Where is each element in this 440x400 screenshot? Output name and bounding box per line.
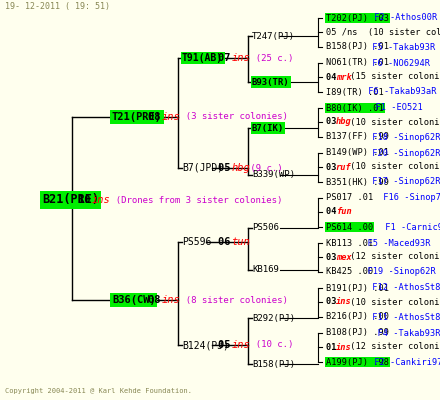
Text: B191(PJ) .01: B191(PJ) .01 <box>326 284 389 292</box>
Text: F19 -Sinop62R: F19 -Sinop62R <box>357 268 436 276</box>
Text: 06: 06 <box>218 237 237 247</box>
Text: hbg: hbg <box>336 118 352 126</box>
Text: 05 /ns  (10 sister colonies): 05 /ns (10 sister colonies) <box>326 28 440 36</box>
Text: ins: ins <box>161 112 180 122</box>
Text: 03: 03 <box>326 162 342 172</box>
Text: B339(WP): B339(WP) <box>252 170 295 180</box>
Text: (10 sister colonies): (10 sister colonies) <box>345 298 440 306</box>
Text: PS614 .00: PS614 .00 <box>326 222 373 232</box>
Text: ins: ins <box>336 342 352 352</box>
Text: B292(PJ): B292(PJ) <box>252 314 295 322</box>
Text: 10: 10 <box>78 195 97 205</box>
Text: 04: 04 <box>326 72 342 82</box>
Text: 03: 03 <box>326 298 342 306</box>
Text: F16 -Sinop72R: F16 -Sinop72R <box>357 194 440 202</box>
Text: F18 -Sinop62R: F18 -Sinop62R <box>367 132 440 142</box>
Text: T21(PRE): T21(PRE) <box>112 112 162 122</box>
Text: (9 c.): (9 c.) <box>245 164 282 172</box>
Text: 03: 03 <box>326 252 342 262</box>
Text: 01: 01 <box>326 342 342 352</box>
Text: 05: 05 <box>218 163 237 173</box>
Text: F2 -Cankiri97Q: F2 -Cankiri97Q <box>369 358 440 366</box>
Text: ins: ins <box>231 340 250 350</box>
Text: T247(PJ): T247(PJ) <box>252 32 295 40</box>
Text: KB169: KB169 <box>252 266 279 274</box>
Text: B351(HK) .99: B351(HK) .99 <box>326 178 389 186</box>
Text: 07: 07 <box>218 53 237 63</box>
Text: 08: 08 <box>148 295 167 305</box>
Text: hbg: hbg <box>231 163 250 173</box>
Text: B36(CW): B36(CW) <box>112 295 156 305</box>
Text: (Drones from 3 sister colonies): (Drones from 3 sister colonies) <box>105 196 282 204</box>
Text: ruf: ruf <box>336 162 352 172</box>
Text: F1 -Carnic99R: F1 -Carnic99R <box>359 222 440 232</box>
Text: B137(FF) .99: B137(FF) .99 <box>326 132 389 142</box>
Text: tun: tun <box>231 237 250 247</box>
Text: (12 sister colonies): (12 sister colonies) <box>345 342 440 352</box>
Text: NO61(TR) .01: NO61(TR) .01 <box>326 58 389 68</box>
Text: B21(PRE): B21(PRE) <box>42 194 99 206</box>
Text: A199(PJ) .98: A199(PJ) .98 <box>326 358 389 366</box>
Text: (10 sister colonies): (10 sister colonies) <box>345 118 440 126</box>
Text: F6 -Takab93aR: F6 -Takab93aR <box>363 88 437 96</box>
Text: B124(PJ): B124(PJ) <box>182 340 229 350</box>
Text: F1 -EO521: F1 -EO521 <box>366 104 423 112</box>
Text: B93(TR): B93(TR) <box>252 78 290 86</box>
Text: ins: ins <box>92 195 110 205</box>
Text: I89(TR) .01: I89(TR) .01 <box>326 88 384 96</box>
Text: T202(PJ) .03: T202(PJ) .03 <box>326 14 389 22</box>
Text: F6 -NO6294R: F6 -NO6294R <box>367 58 430 68</box>
Text: 03: 03 <box>326 118 342 126</box>
Text: B7(IK): B7(IK) <box>252 124 284 132</box>
Text: (8 sister colonies): (8 sister colonies) <box>175 296 288 304</box>
Text: 19- 12-2011 ( 19: 51): 19- 12-2011 ( 19: 51) <box>5 2 110 11</box>
Text: PS506: PS506 <box>252 224 279 232</box>
Text: ins: ins <box>161 295 180 305</box>
Text: Copyright 2004-2011 @ Karl Kehde Foundation.: Copyright 2004-2011 @ Karl Kehde Foundat… <box>5 388 192 394</box>
Text: B158(PJ): B158(PJ) <box>252 360 295 368</box>
Text: F17 -Sinop62R: F17 -Sinop62R <box>367 178 440 186</box>
Text: (15 sister colonies): (15 sister colonies) <box>345 72 440 82</box>
Text: ins: ins <box>336 298 352 306</box>
Text: fun: fun <box>336 208 352 216</box>
Text: F2 -Athos00R: F2 -Athos00R <box>369 14 437 22</box>
Text: (12 sister colonies): (12 sister colonies) <box>345 252 440 262</box>
Text: F12 -AthosSt80R: F12 -AthosSt80R <box>367 284 440 292</box>
Text: 08: 08 <box>148 112 167 122</box>
Text: T91(AB): T91(AB) <box>182 53 223 63</box>
Text: mrk: mrk <box>336 72 352 82</box>
Text: (10 sister colonies): (10 sister colonies) <box>345 162 440 172</box>
Text: KB113 .01: KB113 .01 <box>326 238 373 248</box>
Text: B216(PJ) .00: B216(PJ) .00 <box>326 312 389 322</box>
Text: F20 -Sinop62R: F20 -Sinop62R <box>367 148 440 158</box>
Text: 04: 04 <box>326 208 342 216</box>
Text: KB425 .00: KB425 .00 <box>326 268 373 276</box>
Text: F5 -Takab93R: F5 -Takab93R <box>367 42 435 52</box>
Text: (10 c.): (10 c.) <box>245 340 293 350</box>
Text: F4 -Takab93R: F4 -Takab93R <box>367 328 440 338</box>
Text: (3 sister colonies): (3 sister colonies) <box>175 112 288 122</box>
Text: B158(PJ) .01: B158(PJ) .01 <box>326 42 389 52</box>
Text: B108(PJ) .99: B108(PJ) .99 <box>326 328 389 338</box>
Text: PS017 .01: PS017 .01 <box>326 194 373 202</box>
Text: mex: mex <box>336 252 352 262</box>
Text: (25 c.): (25 c.) <box>245 54 293 62</box>
Text: B149(WP) .01: B149(WP) .01 <box>326 148 389 158</box>
Text: F11 -AthosSt80R: F11 -AthosSt80R <box>367 312 440 322</box>
Text: B80(IK) .01: B80(IK) .01 <box>326 104 384 112</box>
Text: B7(JPD): B7(JPD) <box>182 163 223 173</box>
Text: PS596: PS596 <box>182 237 211 247</box>
Text: F5 -Maced93R: F5 -Maced93R <box>357 238 430 248</box>
Text: 05: 05 <box>218 340 237 350</box>
Text: ins: ins <box>231 53 250 63</box>
